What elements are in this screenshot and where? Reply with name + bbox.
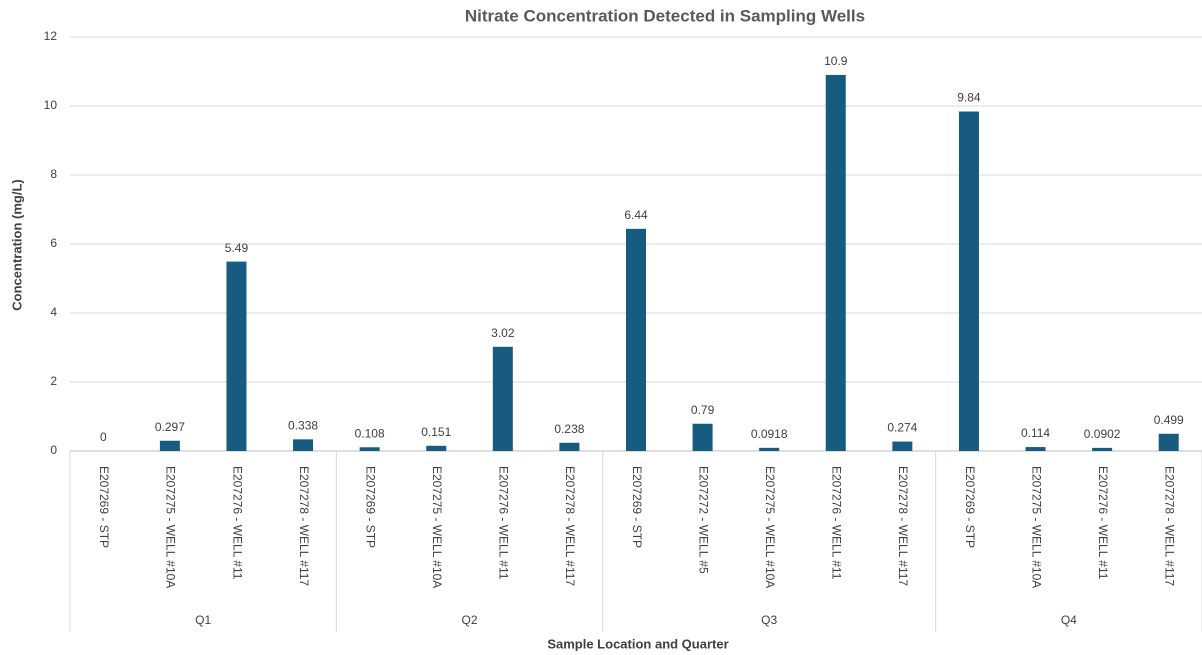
x-tick-label: E207276 - WELL #11 (230, 466, 244, 580)
x-tick-label: E207275 - WELL #10A (430, 466, 444, 588)
value-label: 0.0918 (751, 427, 788, 441)
group-label: Q1 (195, 613, 211, 627)
y-tick-label: 12 (44, 29, 58, 43)
value-label: 10.9 (824, 54, 848, 68)
value-label: 5.49 (225, 241, 249, 255)
x-tick-label: E207269 - STP (97, 466, 111, 548)
value-label: 0 (100, 430, 107, 444)
bar (825, 74, 846, 451)
bar (492, 346, 513, 451)
value-label: 0.338 (288, 419, 318, 433)
y-tick-label: 4 (50, 305, 57, 319)
y-tick-label: 8 (50, 167, 57, 181)
y-tick-label: 6 (50, 236, 57, 250)
value-label: 6.44 (624, 208, 648, 222)
bar (426, 445, 447, 451)
value-label: 3.02 (491, 326, 515, 340)
bar (293, 439, 314, 451)
x-tick-label: E207278 - WELL #117 (1163, 466, 1177, 586)
x-tick-label: E207278 - WELL #117 (563, 466, 577, 586)
value-label: 0.499 (1154, 413, 1184, 427)
value-label: 0.151 (421, 425, 451, 439)
x-tick-label: E207276 - WELL #11 (497, 466, 511, 580)
x-tick-label: E207275 - WELL #10A (164, 466, 178, 588)
group-label: Q3 (761, 613, 777, 627)
x-tick-label: E207275 - WELL #10A (763, 466, 777, 588)
x-tick-label: E207278 - WELL #117 (896, 466, 910, 586)
group-label: Q4 (1061, 613, 1077, 627)
y-axis-title: Concentration (mg/L) (9, 179, 24, 310)
y-tick-label: 10 (44, 98, 58, 112)
x-tick-label: E207275 - WELL #10A (1029, 466, 1043, 588)
x-tick-label: E207269 - STP (363, 466, 377, 548)
bar (159, 440, 180, 451)
bar (626, 228, 646, 451)
value-label: 0.238 (554, 422, 584, 436)
value-label: 0.297 (155, 420, 185, 434)
bar (958, 111, 979, 452)
x-tick-label: E207269 - STP (630, 466, 644, 548)
bar (1158, 433, 1179, 451)
value-label: 9.84 (957, 91, 981, 105)
y-tick-label: 2 (50, 374, 57, 388)
group-label: Q2 (462, 613, 478, 627)
x-tick-label: E207276 - WELL #11 (830, 466, 844, 580)
bar (559, 442, 580, 451)
bar (692, 423, 713, 451)
value-label: 0.79 (691, 403, 715, 417)
value-label: 0.274 (887, 421, 917, 435)
value-label: 0.114 (1021, 426, 1050, 440)
bar (1092, 447, 1113, 451)
x-tick-label: E207276 - WELL #11 (1096, 466, 1110, 580)
bar (359, 447, 380, 451)
x-axis-title: Sample Location and Quarter (547, 636, 728, 651)
value-label: 0.108 (355, 426, 385, 440)
value-label: 0.0902 (1084, 427, 1121, 441)
x-tick-label: E207269 - STP (963, 466, 977, 548)
bar (1025, 447, 1046, 451)
bar (892, 441, 913, 451)
x-tick-label: E207278 - WELL #117 (297, 466, 311, 586)
x-tick-label: E207272 - WELL #5 (696, 466, 710, 574)
bar (226, 261, 247, 451)
y-tick-label: 0 (50, 443, 57, 457)
bar (759, 447, 780, 451)
chart-title: Nitrate Concentration Detected in Sampli… (465, 6, 865, 25)
